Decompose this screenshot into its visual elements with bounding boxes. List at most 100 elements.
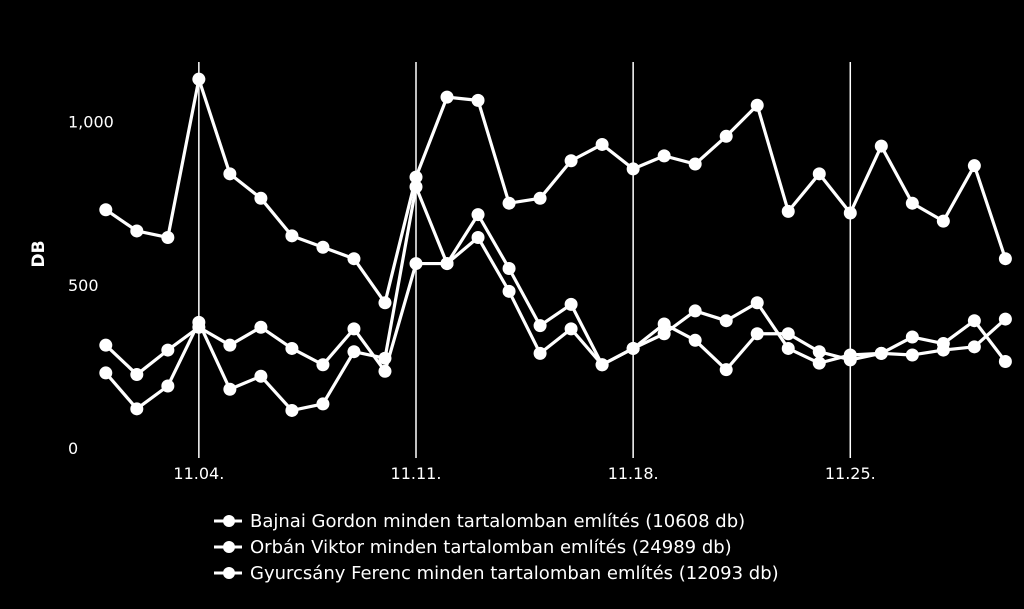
data-point[interactable] (347, 252, 361, 266)
data-point[interactable] (378, 296, 392, 310)
data-point[interactable] (564, 154, 578, 168)
data-point[interactable] (998, 355, 1012, 369)
data-point[interactable] (998, 312, 1012, 326)
legend-label: Orbán Viktor minden tartalomban említés … (250, 536, 732, 558)
data-point[interactable] (905, 348, 919, 362)
data-point[interactable] (657, 317, 671, 331)
data-point[interactable] (223, 382, 237, 396)
data-point[interactable] (471, 230, 485, 244)
data-point[interactable] (192, 72, 206, 86)
data-point[interactable] (285, 229, 299, 243)
data-point[interactable] (843, 206, 857, 220)
data-point[interactable] (223, 167, 237, 181)
data-point[interactable] (719, 314, 733, 328)
data-point[interactable] (657, 327, 671, 341)
data-point[interactable] (781, 327, 795, 341)
data-point[interactable] (564, 297, 578, 311)
data-point[interactable] (130, 224, 144, 238)
data-point[interactable] (223, 338, 237, 352)
data-point[interactable] (254, 191, 268, 205)
data-point[interactable] (316, 358, 330, 372)
x-tick-label: 11.04. (173, 464, 224, 483)
data-point[interactable] (564, 322, 578, 336)
data-point[interactable] (254, 369, 268, 383)
data-point[interactable] (750, 327, 764, 341)
data-point[interactable] (905, 330, 919, 344)
data-point[interactable] (812, 356, 826, 370)
data-point[interactable] (130, 368, 144, 382)
x-axis-ticks: 11.04. 11.11. 11.18. 11.25. (173, 464, 875, 483)
data-point[interactable] (502, 284, 516, 298)
data-point[interactable] (471, 208, 485, 222)
data-point[interactable] (719, 363, 733, 377)
data-point[interactable] (285, 403, 299, 417)
data-point[interactable] (750, 296, 764, 310)
data-point[interactable] (347, 345, 361, 359)
data-point[interactable] (502, 196, 516, 210)
data-point[interactable] (254, 320, 268, 334)
data-point[interactable] (161, 230, 175, 244)
data-point[interactable] (161, 379, 175, 393)
y-axis-title: DB (29, 240, 49, 267)
data-point[interactable] (781, 204, 795, 218)
x-tick-label: 11.18. (608, 464, 659, 483)
data-point[interactable] (502, 261, 516, 275)
data-point[interactable] (533, 191, 547, 205)
series-line (104, 185, 1007, 413)
y-tick-label: 1,000 (68, 113, 114, 132)
data-point[interactable] (688, 157, 702, 171)
data-point[interactable] (967, 159, 981, 173)
data-point[interactable] (409, 170, 423, 184)
data-point[interactable] (316, 397, 330, 411)
legend-item-orban[interactable]: Orbán Viktor minden tartalomban említés … (212, 534, 779, 560)
data-point[interactable] (409, 257, 423, 271)
data-point[interactable] (657, 149, 671, 163)
data-point[interactable] (471, 93, 485, 107)
data-point[interactable] (316, 240, 330, 254)
data-point[interactable] (161, 343, 175, 357)
legend-item-bajnai[interactable]: Bajnai Gordon minden tartalomban említés… (212, 508, 779, 534)
y-tick-label: 0 (68, 439, 78, 458)
series-2 (99, 72, 1012, 310)
data-point[interactable] (595, 358, 609, 372)
data-point[interactable] (192, 320, 206, 334)
data-point[interactable] (440, 90, 454, 104)
data-point[interactable] (905, 196, 919, 210)
data-point[interactable] (347, 322, 361, 336)
data-point[interactable] (967, 314, 981, 328)
data-point[interactable] (998, 252, 1012, 266)
data-point[interactable] (688, 304, 702, 318)
legend-item-gyurcsany[interactable]: Gyurcsány Ferenc minden tartalomban emlí… (212, 560, 779, 586)
data-point[interactable] (719, 129, 733, 143)
data-point[interactable] (99, 366, 113, 380)
y-axis-ticks: 0 500 1,000 (68, 113, 114, 458)
data-point[interactable] (812, 167, 826, 181)
data-point[interactable] (440, 257, 454, 271)
data-point[interactable] (626, 162, 640, 176)
data-point[interactable] (595, 137, 609, 151)
data-point[interactable] (781, 341, 795, 355)
y-tick-label: 500 (68, 276, 99, 295)
data-point[interactable] (533, 346, 547, 360)
data-point[interactable] (874, 346, 888, 360)
data-point[interactable] (843, 348, 857, 362)
data-point[interactable] (936, 343, 950, 357)
series-line (104, 213, 1007, 377)
data-point[interactable] (626, 341, 640, 355)
legend-label: Bajnai Gordon minden tartalomban említés… (250, 510, 746, 532)
series-line (104, 77, 1007, 305)
data-point[interactable] (750, 98, 764, 112)
data-point[interactable] (378, 364, 392, 378)
data-point[interactable] (99, 203, 113, 217)
data-point[interactable] (99, 338, 113, 352)
data-point[interactable] (967, 340, 981, 354)
data-point[interactable] (874, 139, 888, 153)
series-group (99, 72, 1012, 417)
data-point[interactable] (812, 345, 826, 359)
data-point[interactable] (130, 402, 144, 416)
data-point[interactable] (936, 214, 950, 228)
data-point[interactable] (285, 341, 299, 355)
legend-marker-icon (214, 541, 242, 553)
data-point[interactable] (688, 333, 702, 347)
data-point[interactable] (533, 319, 547, 333)
